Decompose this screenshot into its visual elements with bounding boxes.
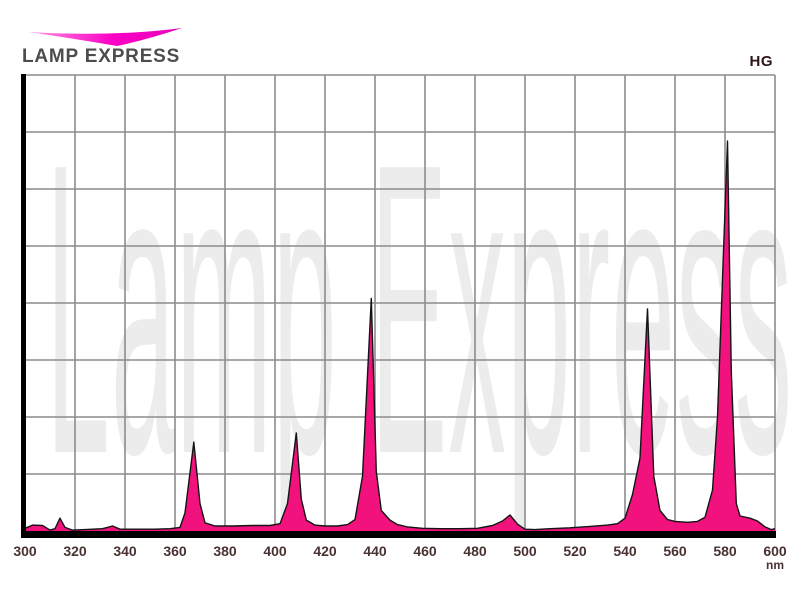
x-axis-unit-label: nm — [766, 558, 784, 572]
logo-swoosh-icon — [28, 28, 182, 46]
x-tick-label: 460 — [413, 543, 437, 559]
x-tick-label: 340 — [113, 543, 137, 559]
x-tick-label: 600 — [763, 543, 787, 559]
x-axis — [21, 531, 776, 538]
x-tick-label: 320 — [63, 543, 87, 559]
x-tick-label: 480 — [463, 543, 487, 559]
x-tick-label: 400 — [263, 543, 287, 559]
x-tick-label: 360 — [163, 543, 187, 559]
x-tick-label: 520 — [563, 543, 587, 559]
x-tick-label: 500 — [513, 543, 537, 559]
x-tick-label: 440 — [363, 543, 387, 559]
x-tick-label: 420 — [313, 543, 337, 559]
y-axis — [21, 74, 26, 538]
lamp-type-label: HG — [749, 53, 773, 70]
watermark-text: Lamp Express — [46, 79, 793, 543]
watermark-layer: Lamp Express — [46, 79, 793, 543]
x-tick-label: 580 — [713, 543, 737, 559]
x-tick-label: 540 — [613, 543, 637, 559]
x-tick-label: 380 — [213, 543, 237, 559]
x-tick-label: 560 — [663, 543, 687, 559]
brand-name: LAMP EXPRESS — [22, 46, 181, 67]
spectrum-outline — [24, 140, 776, 531]
x-tick-label: 300 — [13, 543, 37, 559]
x-axis-tick-labels: 300 320 340 360 380 400 420 440 460 480 500 520 540 5… — [13, 543, 787, 572]
spectrum-layer — [22, 140, 776, 534]
axis-layer — [21, 74, 776, 538]
logo: LAMP EXPRESS — [22, 22, 202, 67]
